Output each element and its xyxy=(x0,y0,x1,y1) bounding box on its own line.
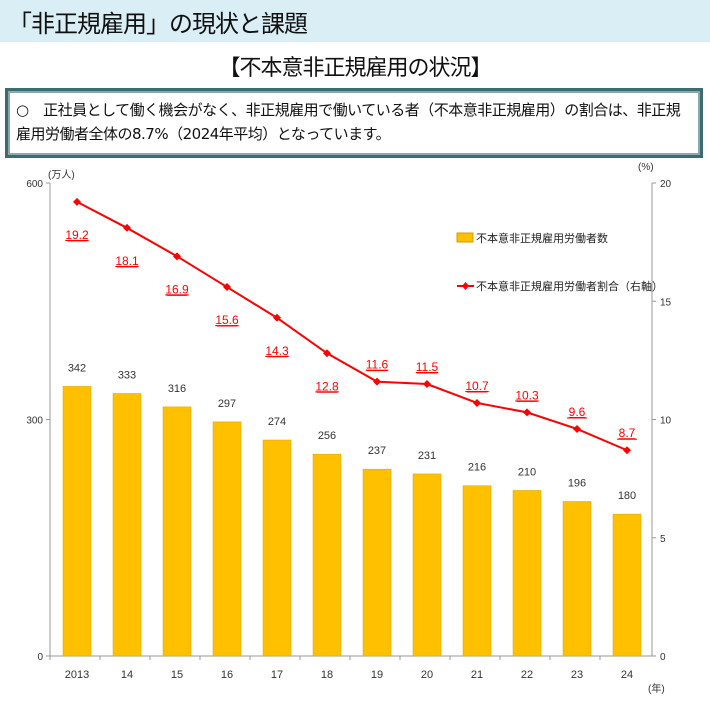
line-marker xyxy=(223,283,231,292)
line-marker xyxy=(173,252,181,261)
bar-value-label: 216 xyxy=(468,462,486,474)
line-marker xyxy=(423,380,431,389)
line-marker xyxy=(273,313,281,322)
legend-bar-swatch xyxy=(456,232,474,243)
bar-value-label: 316 xyxy=(168,383,186,395)
header-title: 「非正規雇用」の現状と課題 xyxy=(8,10,308,38)
bar xyxy=(262,439,292,657)
bar-value-label: 180 xyxy=(618,490,636,502)
bar-value-label: 342 xyxy=(68,362,86,374)
x-tick-label: 16 xyxy=(221,669,233,681)
bar-value-label: 333 xyxy=(118,369,136,381)
y-left-unit: (万人) xyxy=(48,169,75,181)
x-tick-label: 15 xyxy=(171,669,183,681)
bar xyxy=(562,501,592,657)
bar xyxy=(62,386,92,657)
line-value-label: 10.3 xyxy=(515,388,539,402)
bar-value-label: 237 xyxy=(368,445,386,457)
bar xyxy=(362,468,392,657)
line-value-label: 16.9 xyxy=(165,282,189,296)
legend-line-label: 不本意非正規雇用労働者割合（右軸） xyxy=(476,279,663,293)
x-tick-label: 20 xyxy=(421,669,433,681)
x-tick-label: 17 xyxy=(271,669,283,681)
bar-value-label: 297 xyxy=(218,398,236,410)
bar xyxy=(512,490,542,657)
y-right-unit: (%) xyxy=(638,162,654,173)
line-value-label: 12.8 xyxy=(315,379,339,393)
bar-value-label: 210 xyxy=(518,466,536,478)
line-value-label: 10.7 xyxy=(465,379,489,393)
bar xyxy=(162,406,192,657)
x-tick-label: 24 xyxy=(621,669,633,681)
line-marker xyxy=(623,446,631,455)
line-marker xyxy=(73,197,81,206)
y-right-tick-label: 10 xyxy=(660,416,672,427)
legend: 不本意非正規雇用労働者数 不本意非正規雇用労働者割合（右軸） xyxy=(456,231,663,293)
bar-value-label: 256 xyxy=(318,430,336,442)
legend-bar-label: 不本意非正規雇用労働者数 xyxy=(476,231,608,245)
line-marker xyxy=(473,398,481,407)
line-marker xyxy=(323,349,331,358)
x-tick-label: 2013 xyxy=(65,669,89,681)
line-value-label: 11.5 xyxy=(416,360,439,374)
ratio-line xyxy=(76,201,628,452)
x-tick-label: 14 xyxy=(121,669,133,681)
x-tick-label: 23 xyxy=(571,669,583,681)
legend-line-marker xyxy=(462,282,469,290)
line-marker xyxy=(373,377,381,386)
bar xyxy=(112,393,142,657)
y-right-tick-label: 0 xyxy=(660,652,666,663)
y-left-tick-label: 300 xyxy=(26,416,43,427)
bar-value-label: 231 xyxy=(418,450,436,462)
y-left-tick-label: 0 xyxy=(37,652,43,663)
x-tick-label: 22 xyxy=(521,669,533,681)
x-tick-label: 19 xyxy=(371,669,383,681)
line-value-label: 8.7 xyxy=(619,426,636,440)
y-right-tick-label: 5 xyxy=(660,534,666,545)
bar xyxy=(312,453,342,657)
x-tick-label: 18 xyxy=(321,669,333,681)
x-unit: (年) xyxy=(648,682,665,695)
line-marker xyxy=(573,424,581,433)
line-value-label: 18.1 xyxy=(115,254,139,268)
header-bar: 「非正規雇用」の現状と課題 xyxy=(0,0,710,42)
bar-value-label: 196 xyxy=(568,477,586,489)
note-text: ○ 正社員として働く機会がなく、非正規雇用で働いている者（不本意非正規雇用）の割… xyxy=(16,101,681,143)
y-right-tick-label: 20 xyxy=(660,179,672,190)
line-marker xyxy=(123,223,131,232)
bar xyxy=(412,473,442,657)
bar xyxy=(612,513,642,657)
chart-title: 【不本意非正規雇用の状況】 xyxy=(218,56,492,81)
line-value-label: 11.6 xyxy=(366,358,389,372)
note-box: ○ 正社員として働く機会がなく、非正規雇用で働いている者（不本意非正規雇用）の割… xyxy=(5,88,703,158)
bar xyxy=(462,485,492,657)
line-value-label: 15.6 xyxy=(215,313,239,327)
line-value-label: 19.2 xyxy=(65,228,89,242)
line-value-label: 9.6 xyxy=(569,405,586,419)
line-marker xyxy=(523,408,531,417)
y-left-tick-label: 600 xyxy=(26,179,43,190)
y-right-tick-label: 15 xyxy=(660,297,672,308)
line-value-label: 14.3 xyxy=(265,344,289,358)
x-tick-label: 21 xyxy=(471,669,483,681)
bar-value-label: 274 xyxy=(268,416,286,428)
bar xyxy=(212,421,242,657)
